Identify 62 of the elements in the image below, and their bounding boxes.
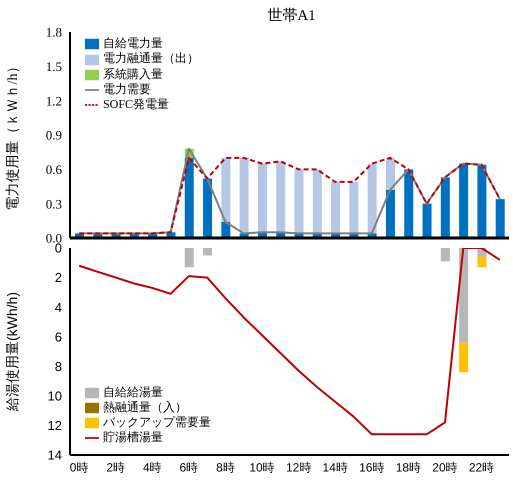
bar	[459, 248, 468, 343]
bar	[276, 161, 286, 232]
y-tick-label: 2	[54, 270, 62, 286]
y-tick-label: 12	[48, 418, 62, 434]
y-axis-title: 給湯使用量(kWh/h)	[4, 292, 20, 412]
bar	[459, 342, 468, 372]
bar	[240, 158, 249, 234]
bar	[477, 164, 486, 238]
bar	[203, 248, 212, 256]
bar	[349, 182, 358, 234]
bar	[386, 158, 395, 190]
y-tick-label: 8	[54, 358, 62, 374]
legend-label: 電力需要	[103, 82, 151, 96]
chart-title: 世帯A1	[266, 6, 317, 25]
y-tick-label: 1.8	[46, 24, 62, 40]
bar	[496, 199, 505, 238]
x-tick-label: 2時	[106, 460, 126, 475]
y-tick-label: 1.2	[46, 93, 62, 108]
bar	[422, 204, 432, 238]
bar	[203, 178, 212, 238]
y-axis-title: 電力使用量（ｋＷｈ/h）	[4, 60, 21, 210]
bar	[368, 164, 377, 234]
bar	[477, 256, 486, 268]
bar	[440, 248, 450, 262]
x-tick-label: 4時	[142, 460, 162, 475]
x-tick-label: 16時	[359, 460, 384, 475]
legend-label: 自給給湯量	[103, 385, 163, 399]
y-tick-label: 0.3	[46, 196, 62, 212]
x-tick-label: 0時	[70, 460, 88, 475]
x-tick-label: 14時	[322, 460, 348, 475]
y-tick-label: 6	[54, 329, 62, 344]
x-tick-label: 12時	[286, 460, 312, 475]
x-tick-label: 8時	[216, 460, 235, 475]
x-tick-label: 18時	[396, 460, 422, 475]
bar	[184, 248, 194, 268]
y-tick-label: 14	[48, 448, 62, 463]
legend-label: 系統購入量	[103, 66, 163, 80]
legend-label: 電力融通量（出）	[103, 51, 199, 66]
y-tick-label: 0.6	[46, 162, 62, 177]
legend-label: 貯湯槽湯量	[103, 430, 163, 444]
bar	[258, 164, 267, 232]
legend-label: 自給電力量	[103, 36, 163, 50]
x-tick-label: 20時	[432, 460, 458, 475]
bar	[184, 158, 194, 238]
legend-label: 熱融通量（入）	[103, 400, 187, 414]
bar	[331, 182, 340, 234]
y-tick-label: 4	[54, 300, 62, 315]
bar	[440, 177, 450, 238]
bar	[459, 164, 468, 238]
legend-label: SOFC発電量	[103, 97, 170, 111]
bar	[294, 169, 304, 234]
y-tick-label: 0.9	[46, 128, 62, 143]
bar	[312, 169, 322, 234]
bar	[386, 190, 395, 238]
x-tick-label: 22時	[468, 460, 494, 475]
bar	[404, 169, 414, 238]
legend-label: バックアップ需要量	[103, 415, 211, 429]
x-tick-label: 6時	[180, 460, 198, 475]
bar	[221, 158, 230, 222]
y-tick-label: 10	[48, 388, 62, 404]
y-tick-label: 1.5	[46, 58, 62, 74]
x-tick-label: 10時	[249, 460, 275, 475]
